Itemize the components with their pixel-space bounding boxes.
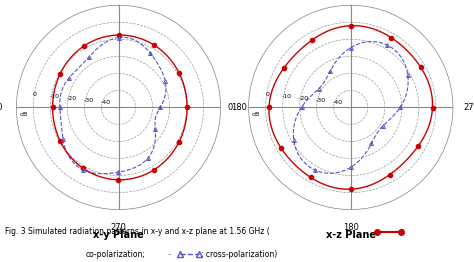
Text: 270: 270 (110, 223, 127, 232)
Text: co-polarization;: co-polarization; (85, 250, 145, 259)
Text: -40: -40 (333, 100, 343, 105)
Text: 0: 0 (228, 103, 233, 112)
Text: : cross-polarization): : cross-polarization) (201, 250, 278, 259)
Text: -40: -40 (100, 100, 111, 105)
Text: x-y Plane: x-y Plane (93, 230, 144, 240)
Text: dB: dB (252, 112, 260, 117)
Text: -30: -30 (84, 98, 94, 103)
Text: :: : (402, 227, 407, 236)
Text: 0: 0 (33, 92, 37, 97)
Text: 180: 180 (231, 103, 247, 112)
Text: 90: 90 (0, 103, 3, 112)
Text: Fig. 3 Simulated radiation patterns in x-y and x-z plane at 1.56 GHz (: Fig. 3 Simulated radiation patterns in x… (5, 227, 270, 236)
Text: -20: -20 (299, 96, 309, 101)
Text: dB: dB (19, 112, 28, 117)
Text: -20: -20 (67, 96, 77, 101)
Text: -30: -30 (316, 98, 326, 103)
Text: -10: -10 (50, 94, 60, 99)
Text: 0: 0 (265, 92, 269, 97)
Text: 270: 270 (464, 103, 474, 112)
Text: -10: -10 (282, 94, 292, 99)
Text: -: - (166, 250, 173, 259)
Text: 180: 180 (343, 223, 359, 232)
Text: x-z Plane: x-z Plane (326, 230, 376, 240)
